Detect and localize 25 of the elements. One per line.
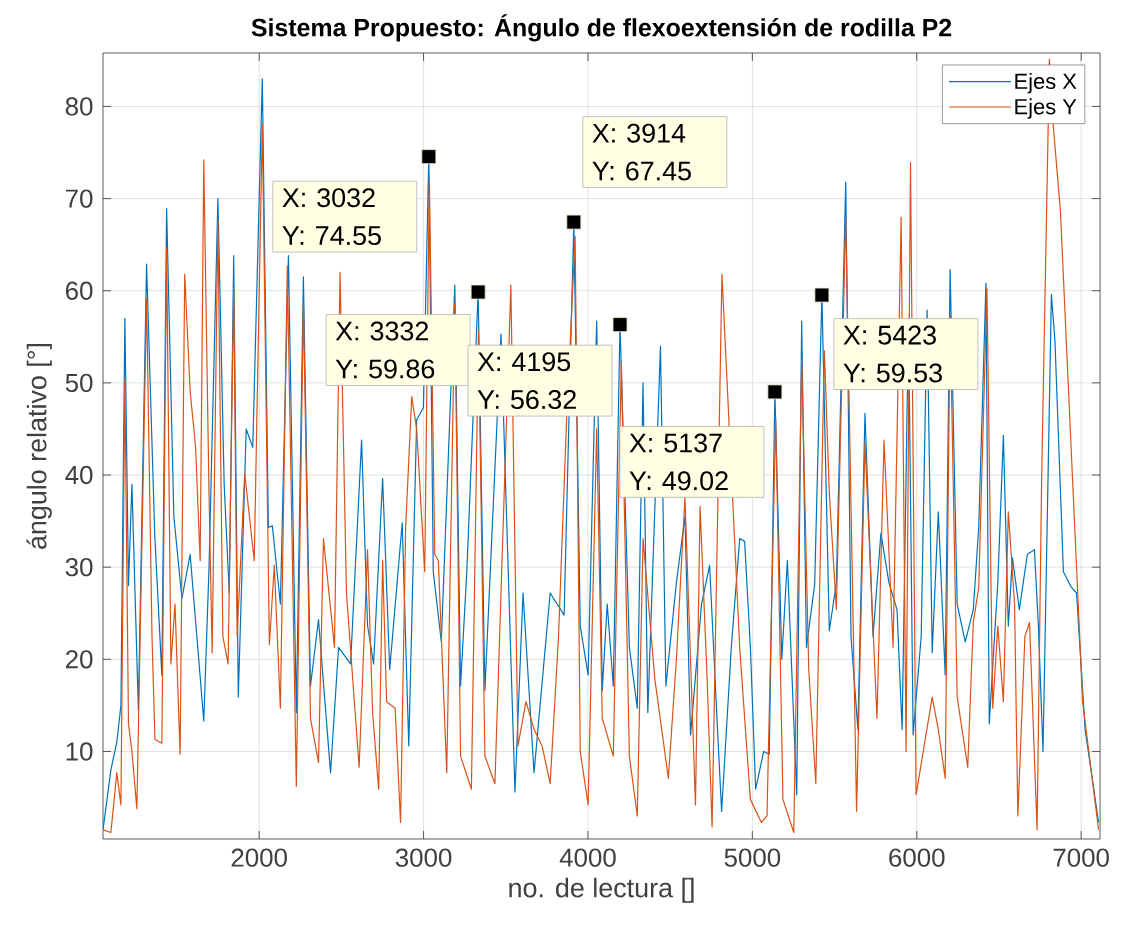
y-tick-label: 30 [65,557,93,577]
x-tick-label: 7000 [1053,848,1109,867]
y-tick-label: 70 [66,189,93,208]
legend-label: Ejes X [1015,72,1077,94]
annotation: X: 3332 Y: 59.86 [335,321,435,379]
chart-title: Sistema Propuesto: Ángulo de flexoextensión de rodilla P2 [251,14,952,42]
annotation: X: 5423 Y: 59.53 [843,325,942,383]
x-tick-label: 6000 [889,848,945,867]
y-axis-title: ángulo relativo [°] [26,343,52,549]
y-tick-label: 50 [65,373,93,393]
y-tick-label: 10 [66,742,93,761]
y-tick-label: 20 [65,650,93,669]
y-tick-label: 40 [65,465,93,485]
x-tick-label: 5000 [724,848,781,867]
x-tick-label: 3000 [395,848,452,867]
annotation: X: 4195 Y: 56.32 [477,352,576,410]
x-axis-title: no. de lectura [] [509,877,694,903]
y-tick-label: 80 [65,97,93,116]
annotation: X: 3032 Y: 74.55 [282,188,381,246]
annotation: X: 3914 Y: 67.45 [592,123,691,181]
x-tick-label: 2000 [231,848,287,867]
annotation: X: 5137 Y: 49.02 [629,433,728,491]
y-tick-label: 60 [65,281,93,300]
x-tick-label: 4000 [559,848,616,867]
legend-label: Ejes Y [1015,98,1077,119]
